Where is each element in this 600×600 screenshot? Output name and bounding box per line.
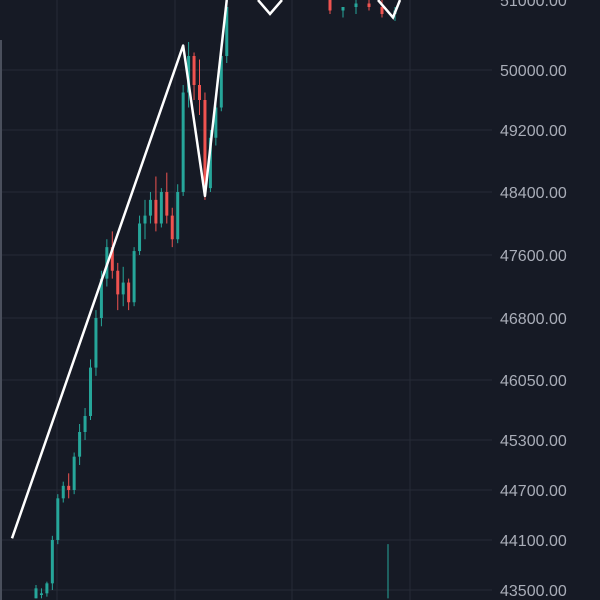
candle-body [45, 583, 49, 594]
candle-body [198, 85, 201, 100]
candle-body [354, 3, 358, 7]
candle-body [214, 107, 218, 138]
candle-body [116, 270, 120, 295]
candle-body [56, 498, 60, 540]
candle-body [187, 56, 191, 93]
y-tick-label: 44100.00 [500, 533, 567, 550]
zigzag-overlay-segment [377, 0, 402, 20]
candle-body [181, 92, 185, 192]
price-axis: 43500.00 44100.00 44700.00 45300.00 46050.00… [500, 0, 567, 600]
candle-body [341, 7, 345, 11]
candle-body [328, 0, 332, 11]
candle-body [99, 278, 103, 318]
candle-body [34, 588, 38, 599]
candle-body [159, 192, 163, 224]
candle-body [148, 199, 152, 216]
candle-body [367, 3, 371, 7]
y-tick-label: 47600.00 [500, 248, 567, 265]
candle-body [50, 540, 54, 584]
y-tick-label: 51000.00 [500, 0, 567, 10]
y-tick-label: 49200.00 [500, 123, 567, 140]
candle-body [138, 223, 142, 252]
candle-body [61, 485, 65, 499]
candle-body [203, 100, 207, 189]
grid-layer [0, 0, 492, 600]
candle-body [225, 7, 229, 56]
candle-body [89, 367, 92, 416]
y-tick-label: 50000.00 [500, 63, 567, 80]
y-tick-label: 44700.00 [500, 483, 567, 500]
zigzag-overlay-segment [257, 0, 283, 16]
candle-body [67, 485, 71, 490]
candle-body [380, 7, 384, 14]
left-edge-bar [0, 40, 2, 600]
y-tick-label: 46800.00 [500, 311, 567, 328]
candle-body [154, 199, 158, 224]
candle-body [176, 192, 180, 240]
candle-body [170, 215, 174, 240]
candle-body [208, 137, 212, 189]
candle-body [143, 215, 147, 224]
candle-body [94, 318, 98, 368]
candle-layer [34, 0, 397, 599]
candle-body [121, 282, 125, 295]
candle-body [219, 56, 223, 108]
candle-body [39, 593, 43, 595]
y-tick-label: 46050.00 [500, 373, 567, 390]
candle-body [78, 432, 82, 457]
candle-body [72, 456, 76, 490]
candle-body [83, 416, 87, 432]
candle-body [110, 247, 114, 271]
candle-body [127, 282, 131, 303]
candle-body [165, 192, 169, 216]
y-tick-label: 43500.00 [500, 583, 567, 600]
candle-body [192, 56, 196, 85]
zigzag-overlay-line [10, 0, 228, 539]
candle-body [132, 251, 136, 303]
overlay-line-layer [10, 0, 402, 539]
y-tick-label: 48400.00 [500, 185, 567, 202]
y-tick-label: 45300.00 [500, 433, 567, 450]
